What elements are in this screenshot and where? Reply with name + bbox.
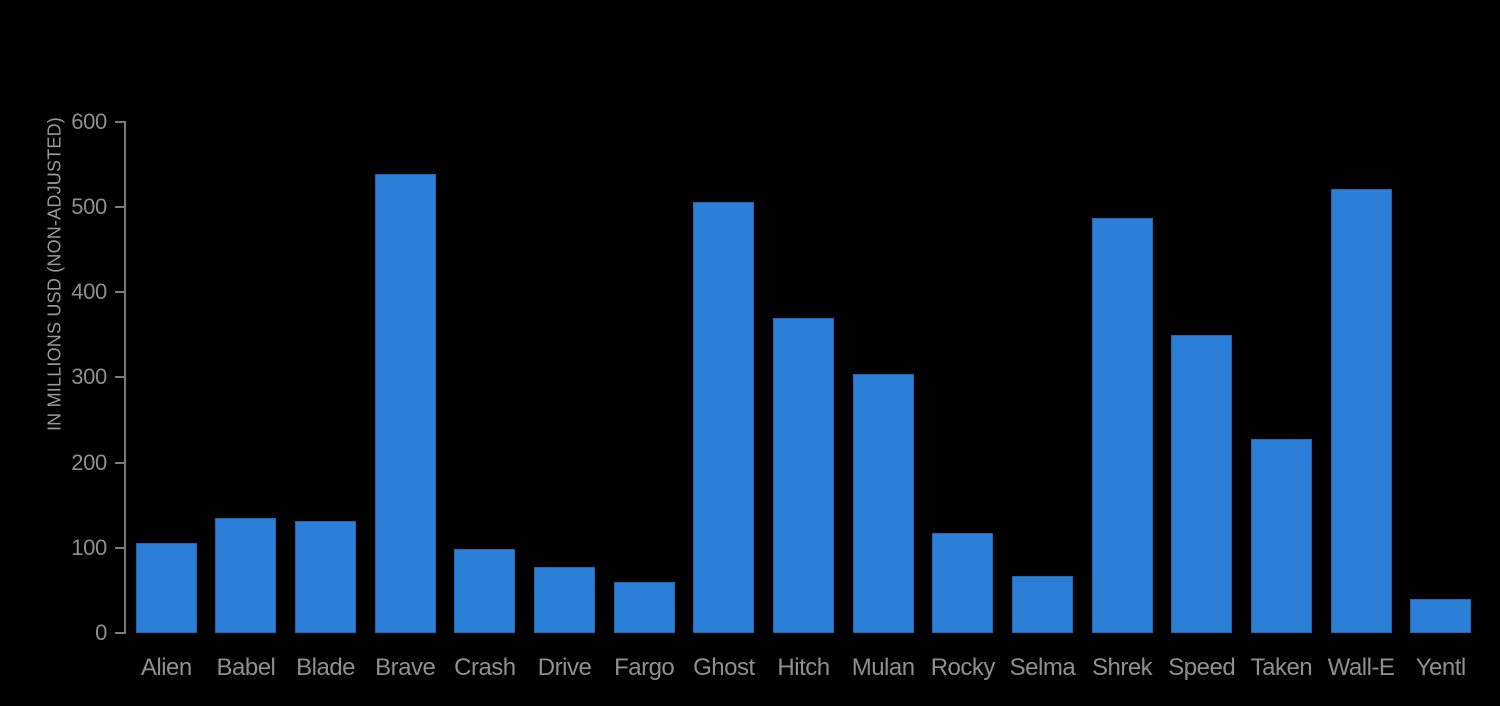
x-tick-label-mulan: Mulan	[851, 654, 915, 681]
bar-blade	[295, 521, 357, 633]
x-tick-label-blade: Blade	[296, 654, 356, 681]
x-tick-label-taken: Taken	[1250, 654, 1313, 681]
y-tick	[115, 291, 124, 293]
y-tick	[115, 461, 124, 464]
x-tick-label-yentl: Yentl	[1415, 654, 1467, 681]
x-tick-label-fargo: Fargo	[614, 654, 675, 681]
y-tick-label: 400	[71, 279, 107, 304]
bar-mulan	[852, 373, 914, 633]
y-tick	[115, 120, 124, 123]
bar-shrek	[1091, 217, 1153, 633]
x-tick-label-babel: Babel	[216, 654, 276, 681]
bar-rocky	[932, 533, 994, 633]
bar-wall-e	[1330, 188, 1392, 633]
bar-alien	[135, 542, 197, 633]
y-tick-label: 600	[71, 108, 107, 134]
bar-brave	[374, 174, 436, 633]
y-tick-label: 100	[71, 534, 107, 560]
bar-yentl	[1410, 598, 1472, 633]
y-tick	[115, 205, 124, 208]
bar-babel	[215, 517, 277, 633]
y-axis-line	[124, 120, 126, 634]
bar-crash	[454, 549, 516, 633]
y-tick-label: 500	[71, 193, 107, 219]
bar-taken	[1250, 439, 1312, 633]
y-tick	[115, 546, 124, 549]
bar-speed	[1171, 334, 1233, 633]
bar-hitch	[773, 317, 834, 633]
y-tick-label: 0	[95, 620, 107, 645]
x-tick-label-brave: Brave	[375, 654, 436, 681]
y-tick-label: 200	[71, 449, 107, 475]
x-tick-label-drive: Drive	[537, 654, 592, 681]
x-tick-label-rocky: Rocky	[930, 654, 996, 681]
x-tick-label-wall-e: Wall-E	[1327, 654, 1395, 681]
bar-ghost	[693, 202, 755, 633]
y-tick	[115, 632, 124, 634]
x-tick-label-hitch: Hitch	[777, 654, 830, 681]
x-tick-label-selma: Selma	[1009, 654, 1076, 681]
y-tick	[115, 376, 124, 379]
bar-drive	[534, 566, 596, 633]
x-tick-label-shrek: Shrek	[1091, 654, 1153, 681]
y-tick-label: 300	[71, 364, 107, 390]
bar-selma	[1011, 575, 1073, 633]
x-tick-label-speed: Speed	[1168, 654, 1236, 681]
bar-fargo	[613, 581, 675, 633]
x-tick-label-crash: Crash	[454, 654, 516, 681]
x-tick-label-alien: Alien	[140, 654, 192, 681]
x-tick-label-ghost: Ghost	[693, 654, 755, 681]
